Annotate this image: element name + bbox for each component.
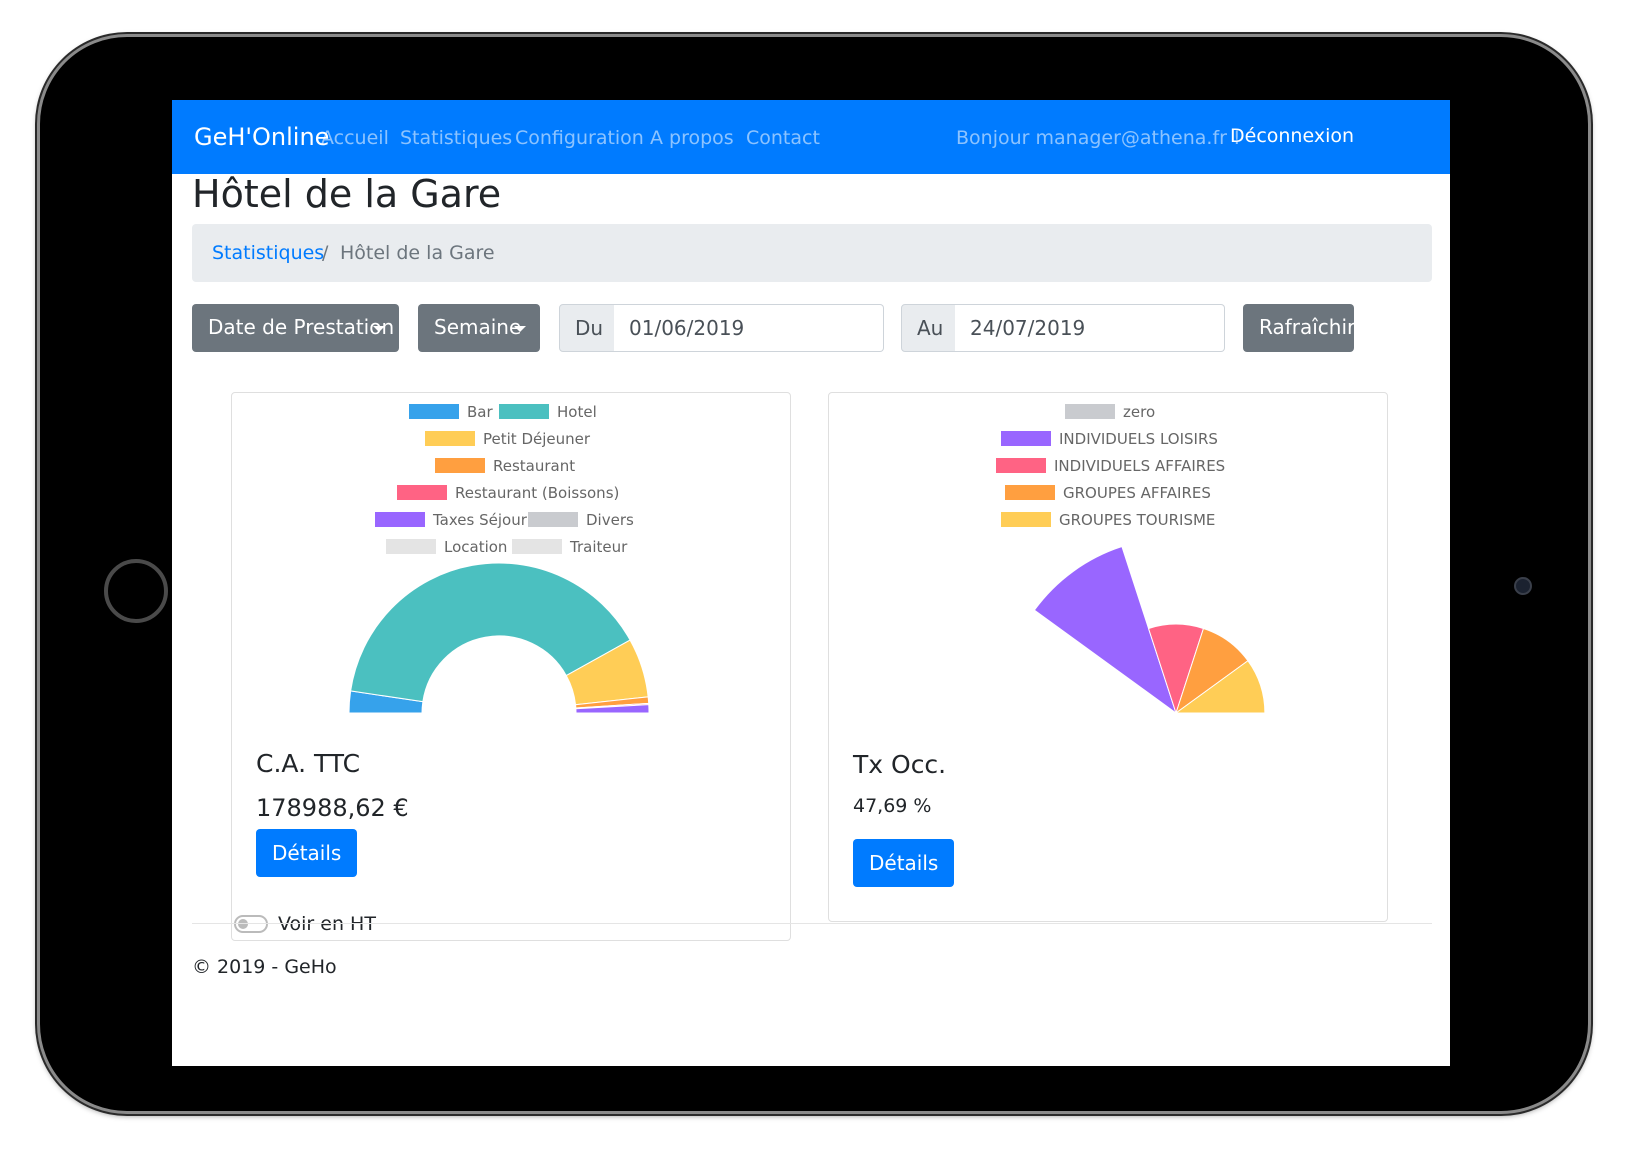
logout-link[interactable]: Déconnexion xyxy=(1230,125,1355,147)
legend-hotel: Hotel xyxy=(499,403,597,421)
to-label: Au xyxy=(901,304,956,352)
slice-taxes-sejour xyxy=(575,704,650,714)
date-type-dropdown[interactable]: Date de Prestation xyxy=(192,304,399,352)
period-label: Semaine xyxy=(434,315,522,339)
legend-restaurant-boissons: Restaurant (Boissons) xyxy=(397,484,619,502)
nav-a-propos[interactable]: A propos xyxy=(650,127,734,149)
to-date-input[interactable]: 24/07/2019 xyxy=(955,304,1225,352)
from-label: Du xyxy=(559,304,615,352)
breadcrumb-statistiques[interactable]: Statistiques xyxy=(212,242,325,264)
breadcrumb: Statistiques / Hôtel de la Gare xyxy=(192,224,1432,282)
legend-divers: Divers xyxy=(528,511,634,529)
breadcrumb-current: Hôtel de la Gare xyxy=(340,242,495,264)
legend-individuels-affaires: INDIVIDUELS AFFAIRES xyxy=(996,457,1225,475)
nav-configuration[interactable]: Configuration xyxy=(515,127,644,149)
revenue-title: C.A. TTC xyxy=(256,749,361,778)
slice-individuels-loisirs xyxy=(1033,545,1177,715)
revenue-doughnut-chart xyxy=(348,562,650,714)
occupancy-polar-chart xyxy=(1033,545,1266,715)
legend-bar: Bar xyxy=(409,403,493,421)
legend-restaurant: Restaurant xyxy=(435,457,575,475)
camera-icon xyxy=(1514,577,1532,595)
page-title: Hôtel de la Gare xyxy=(192,172,502,216)
brand[interactable]: GeH'Online xyxy=(194,123,330,151)
nav-contact[interactable]: Contact xyxy=(746,127,820,149)
nav-statistiques[interactable]: Statistiques xyxy=(400,127,513,149)
ht-toggle[interactable] xyxy=(234,915,268,933)
nav-accueil[interactable]: Accueil xyxy=(321,127,389,149)
caret-down-icon xyxy=(514,326,526,332)
legend-taxes-sejour: Taxes Séjour xyxy=(375,511,527,529)
legend-traiteur: Traiteur xyxy=(512,538,627,556)
revenue-details-button[interactable]: Détails xyxy=(256,829,358,877)
from-date-input[interactable]: 01/06/2019 xyxy=(614,304,884,352)
occupancy-value: 47,69 % xyxy=(853,795,932,817)
legend-zero: zero xyxy=(1065,403,1155,421)
legend-individuels-loisirs: INDIVIDUELS LOISIRS xyxy=(1001,430,1218,448)
legend-groupes-affaires: GROUPES AFFAIRES xyxy=(1005,484,1211,502)
revenue-card: Bar Hotel Petit Déjeuner Restaurant Rest… xyxy=(231,392,791,941)
user-greeting: Bonjour manager@athena.fr ! xyxy=(956,127,1241,149)
date-type-label: Date de Prestation xyxy=(208,315,395,339)
app-screen: GeH'Online Accueil Statistiques Configur… xyxy=(172,100,1450,1066)
footer-copyright: © 2019 - GeHo xyxy=(192,956,337,978)
navbar: GeH'Online Accueil Statistiques Configur… xyxy=(172,100,1450,174)
legend-groupes-tourisme: GROUPES TOURISME xyxy=(1001,511,1215,529)
occupancy-card: zero INDIVIDUELS LOISIRS INDIVIDUELS AFF… xyxy=(828,392,1388,922)
legend-petit-dejeuner: Petit Déjeuner xyxy=(425,430,590,448)
legend-location: Location xyxy=(386,538,507,556)
footer-divider xyxy=(192,923,1432,924)
home-button[interactable] xyxy=(104,559,168,623)
slice-hotel xyxy=(350,562,631,703)
occupancy-details-button[interactable]: Détails xyxy=(853,839,955,887)
breadcrumb-separator: / xyxy=(322,242,329,264)
ht-toggle-label: Voir en HT xyxy=(278,913,376,935)
refresh-button[interactable]: Rafraîchir xyxy=(1243,304,1355,352)
slice-groupes-tourisme xyxy=(1174,660,1266,714)
occupancy-title: Tx Occ. xyxy=(853,750,947,779)
period-dropdown[interactable]: Semaine xyxy=(418,304,540,352)
revenue-value: 178988,62 € xyxy=(256,794,409,822)
caret-down-icon xyxy=(373,326,385,332)
